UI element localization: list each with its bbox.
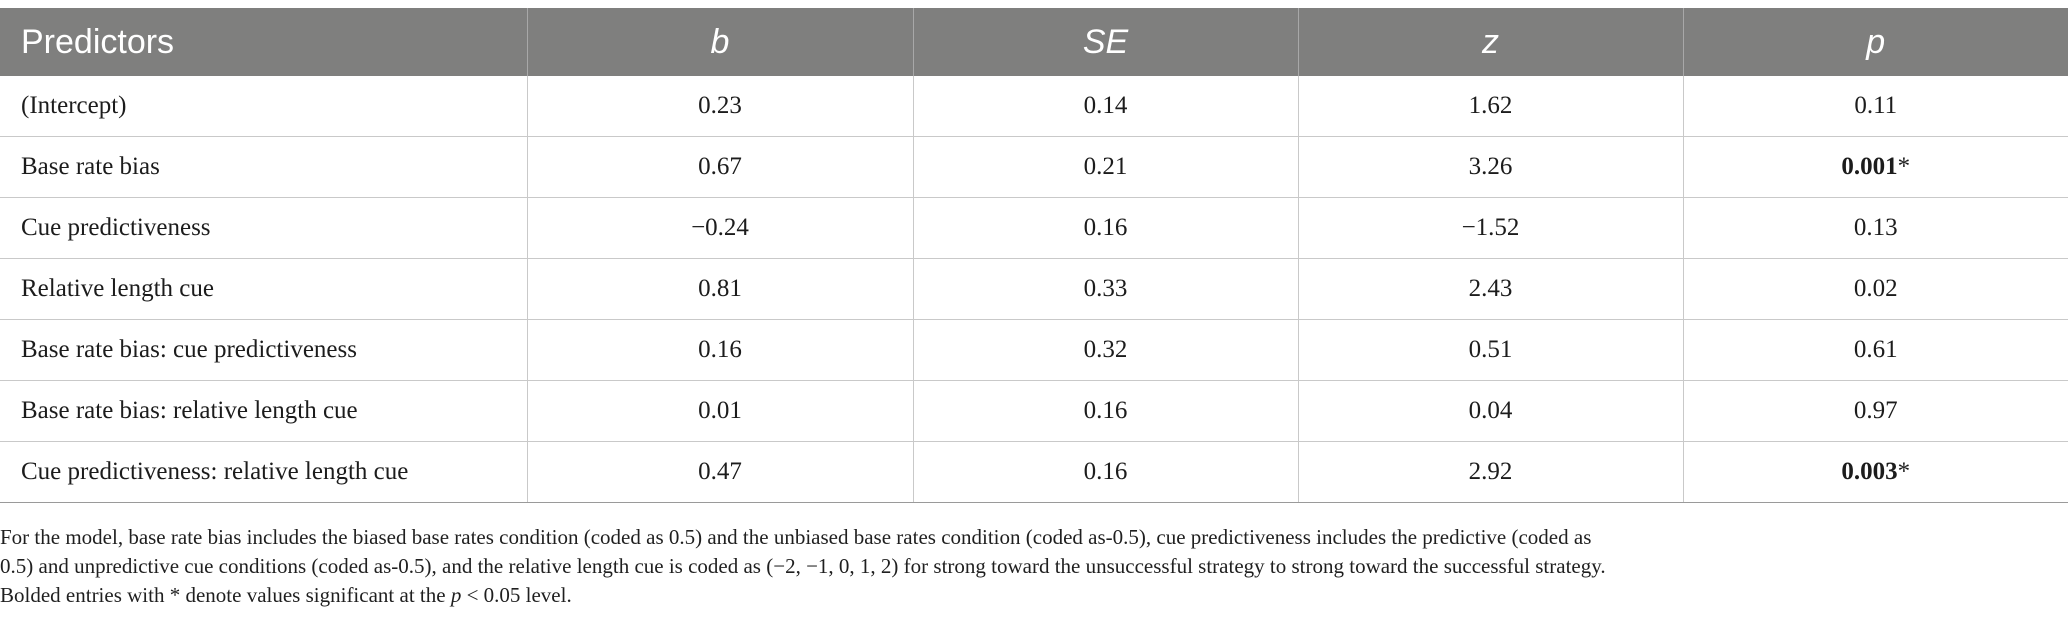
p-value: 0.11 [1854,92,1898,119]
cell-p: 0.003* [1683,441,2068,503]
footnote-line-3-suffix: < 0.05 level. [461,583,572,607]
table-row: Base rate bias: relative length cue 0.01… [0,380,2068,442]
p-value: 0.13 [1853,214,1898,241]
significance-marker: * [1897,153,1911,180]
cell-se: 0.16 [913,380,1299,442]
cell-z: 0.51 [1298,319,1684,381]
regression-table-container: Predictors b SE z p (Intercept) 0.23 0.1… [0,8,2068,503]
cell-b: 0.16 [527,319,914,381]
table-row: Relative length cue 0.81 0.33 2.43 0.02 [0,258,2068,320]
footnote-line-3-prefix: Bolded entries with * denote values sign… [0,583,451,607]
cell-se: 0.33 [913,258,1299,320]
cell-predictor: Cue predictiveness [0,197,528,259]
cell-z: 1.62 [1298,76,1684,137]
footnote-line-3: Bolded entries with * denote values sign… [0,581,2060,610]
cell-z: 0.04 [1298,380,1684,442]
regression-table: Predictors b SE z p (Intercept) 0.23 0.1… [0,8,2068,503]
header-predictors: Predictors [0,8,528,76]
cell-se: 0.32 [913,319,1299,381]
cell-p: 0.02 [1683,258,2068,320]
footnote-p-symbol: p [450,583,462,607]
cell-se: 0.21 [913,136,1299,198]
header-p: p [1683,8,2068,76]
table-row: Base rate bias: cue predictiveness 0.16 … [0,319,2068,381]
cell-z: 2.43 [1298,258,1684,320]
cell-p: 0.13 [1683,197,2068,259]
header-b: b [527,8,914,76]
cell-predictor: Base rate bias: relative length cue [0,380,528,442]
table-row: Base rate bias 0.67 0.21 3.26 0.001* [0,136,2068,198]
cell-z: −1.52 [1298,197,1684,259]
p-value: 0.97 [1853,397,1898,424]
p-value: 0.61 [1853,336,1898,363]
cell-p: 0.001* [1683,136,2068,198]
cell-p: 0.11 [1683,76,2068,137]
cell-z: 3.26 [1298,136,1684,198]
cell-b: 0.67 [527,136,914,198]
p-value: 0.003 [1841,458,1898,485]
table-body: (Intercept) 0.23 0.14 1.62 0.11 Base rat… [0,76,2068,503]
cell-p: 0.61 [1683,319,2068,381]
table-row: Cue predictiveness: relative length cue … [0,441,2068,503]
header-se: SE [913,8,1299,76]
significance-marker: * [1897,458,1911,485]
cell-b: 0.23 [527,76,914,137]
cell-b: −0.24 [527,197,914,259]
cell-predictor: Cue predictiveness: relative length cue [0,441,528,503]
footnote-line-1: For the model, base rate bias includes t… [0,525,1592,549]
cell-b: 0.47 [527,441,914,503]
header-z: z [1298,8,1684,76]
cell-p: 0.97 [1683,380,2068,442]
cell-se: 0.16 [913,197,1299,259]
cell-se: 0.16 [913,441,1299,503]
cell-b: 0.01 [527,380,914,442]
footnote-line-2: 0.5) and unpredictive cue conditions (co… [0,554,1606,578]
cell-se: 0.14 [913,76,1299,137]
cell-predictor: Base rate bias [0,136,528,198]
p-value: 0.001 [1841,153,1898,180]
cell-b: 0.81 [527,258,914,320]
cell-predictor: (Intercept) [0,76,528,137]
table-header-row: Predictors b SE z p [0,8,2068,76]
table-footnote: For the model, base rate bias includes t… [0,523,2060,610]
table-row: (Intercept) 0.23 0.14 1.62 0.11 [0,76,2068,137]
p-value: 0.02 [1853,275,1898,302]
cell-predictor: Relative length cue [0,258,528,320]
table-row: Cue predictiveness −0.24 0.16 −1.52 0.13 [0,197,2068,259]
cell-predictor: Base rate bias: cue predictiveness [0,319,528,381]
cell-z: 2.92 [1298,441,1684,503]
